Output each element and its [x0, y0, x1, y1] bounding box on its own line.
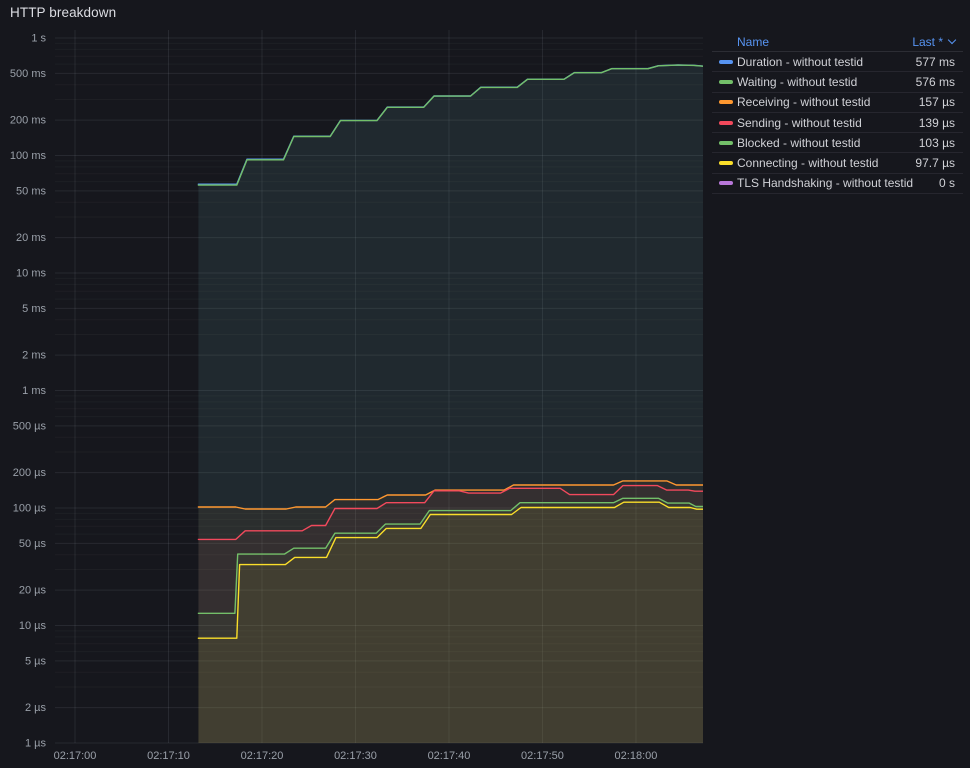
- legend-swatch-duration: [719, 59, 733, 64]
- legend-swatch-receiving: [719, 100, 733, 105]
- legend-swatch-sending: [719, 120, 733, 125]
- y-axis-label: 200 µs: [13, 467, 47, 479]
- y-axis-label: 1 µs: [25, 738, 47, 750]
- legend-series-name: Connecting - without testid: [737, 156, 879, 171]
- y-axis-label: 1 s: [31, 33, 46, 45]
- legend-swatch-blocked: [719, 140, 733, 145]
- x-axis-label: 02:18:00: [615, 750, 658, 762]
- legend-row-connecting[interactable]: Connecting - without testid 97.7 µs: [712, 153, 963, 174]
- legend-row-tls-handshaking[interactable]: TLS Handshaking - without testid 0 s: [712, 174, 963, 195]
- legend-row-duration[interactable]: Duration - without testid 577 ms: [712, 52, 963, 73]
- series-fill-connecting: [198, 502, 703, 743]
- x-axis-label: 02:17:50: [521, 750, 564, 762]
- legend-series-name: Waiting - without testid: [737, 74, 858, 89]
- y-axis-label: 10 µs: [19, 620, 47, 632]
- series-line-receiving: [197, 480, 703, 510]
- x-axis-label: 02:17:30: [334, 750, 377, 762]
- gridlines: [55, 30, 703, 744]
- y-axis-label: 100 µs: [13, 503, 47, 515]
- y-axis-label: 5 µs: [25, 655, 47, 667]
- legend-header: Name Last *: [712, 32, 963, 52]
- series-fill-waiting: [198, 65, 703, 743]
- legend-rows: Duration - without testid 577 ms Waiting -…: [712, 52, 963, 195]
- legend-last-value: 577 ms: [915, 54, 955, 69]
- axis-labels: 1 s 500 ms 200 ms 100 ms 50 ms 20 ms 10 ms 5 ms…: [10, 33, 657, 763]
- legend-swatch-waiting: [719, 79, 733, 84]
- legend-series-name: TLS Handshaking - without testid: [737, 176, 914, 191]
- x-axis-label: 02:17:00: [54, 750, 97, 762]
- legend-header-last[interactable]: Last *: [912, 35, 963, 49]
- series-line-blocked: [197, 497, 703, 614]
- series-fill-sending: [198, 485, 703, 743]
- series-fill-duration: [198, 65, 703, 743]
- legend-series-name: Duration - without testid: [737, 54, 864, 69]
- legend-last-value: 103 µs: [918, 135, 955, 150]
- series-line-waiting: [197, 64, 703, 186]
- legend-swatch-tls-handshaking: [719, 181, 733, 186]
- y-axis-label: 20 µs: [19, 585, 47, 597]
- legend-last-value: 0 s: [938, 176, 955, 191]
- series-fill-receiving: [198, 480, 703, 743]
- legend-last-value: 157 µs: [918, 95, 955, 110]
- y-axis-label: 200 ms: [10, 115, 47, 127]
- x-axis-label: 02:17:40: [428, 750, 471, 762]
- chevron-down-icon: [947, 35, 957, 45]
- series-lines: [197, 64, 703, 639]
- legend-header-last-label: Last *: [912, 34, 943, 49]
- y-axis-label: 2 µs: [25, 702, 47, 714]
- legend-table: Name Last * Duration - without testid 577…: [712, 32, 963, 195]
- y-axis-label: 5 ms: [22, 303, 46, 315]
- legend-last-value: 139 µs: [918, 115, 955, 130]
- series-line-connecting: [197, 501, 703, 639]
- legend-series-name: Sending - without testid: [737, 115, 862, 130]
- series-fill-blocked: [198, 498, 703, 743]
- series-line-sending: [197, 484, 703, 541]
- legend-row-waiting[interactable]: Waiting - without testid 576 ms: [712, 72, 963, 93]
- x-axis-label: 02:17:10: [147, 750, 190, 762]
- y-axis-label: 500 µs: [13, 420, 47, 432]
- y-axis-label: 500 ms: [10, 68, 47, 80]
- legend-row-blocked[interactable]: Blocked - without testid 103 µs: [712, 133, 963, 154]
- legend-header-name[interactable]: Name: [737, 34, 770, 49]
- y-axis-label: 1 ms: [22, 385, 46, 397]
- legend-swatch-connecting: [719, 161, 733, 166]
- y-axis-label: 10 ms: [16, 268, 46, 280]
- x-axis-label: 02:17:20: [241, 750, 284, 762]
- legend-last-value: 97.7 µs: [915, 156, 955, 171]
- y-axis-label: 50 ms: [16, 185, 46, 197]
- series-fills: [198, 65, 703, 743]
- legend-series-name: Blocked - without testid: [737, 135, 861, 150]
- y-axis-label: 20 ms: [16, 232, 46, 244]
- legend-row-sending[interactable]: Sending - without testid 139 µs: [712, 113, 963, 134]
- y-axis-label: 50 µs: [19, 538, 47, 550]
- y-axis-label: 100 ms: [10, 150, 47, 162]
- legend-last-value: 576 ms: [915, 74, 955, 89]
- legend-series-name: Receiving - without testid: [737, 95, 871, 110]
- y-axis-label: 2 ms: [22, 350, 46, 362]
- panel-title[interactable]: HTTP breakdown: [10, 5, 117, 20]
- legend-row-receiving[interactable]: Receiving - without testid 157 µs: [712, 93, 963, 113]
